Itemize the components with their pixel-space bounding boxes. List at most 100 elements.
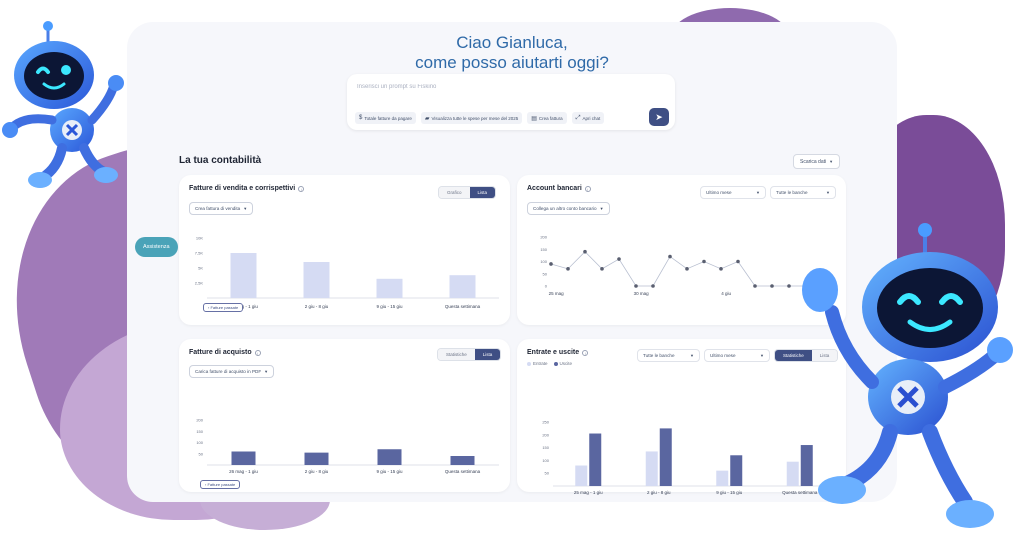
bar-uscite [730, 455, 743, 486]
y-tick-label: 50 [543, 271, 548, 276]
y-tick-label: 150 [196, 429, 203, 434]
y-tick-label: 50 [545, 471, 550, 476]
section-title: La tua contabilità [179, 155, 262, 166]
assistance-button[interactable]: Assistenza [135, 237, 178, 257]
data-point [617, 257, 621, 261]
x-tick-label: Questa settimana [445, 469, 481, 474]
info-icon[interactable]: i [582, 349, 589, 356]
cashflow-chart: 250 200 150 100 50 25 mag - 1 giu 2 giu - 8 gi… [523, 417, 838, 497]
y-tick-label: 200 [540, 235, 547, 240]
card-title-text: Fatture di acquisto [189, 349, 252, 356]
chart-svg: 10K 7,5K 5K 2,5K 26 mag - 1 giu 2 giu - 8 giu… [195, 236, 499, 309]
data-point [685, 267, 689, 271]
info-icon[interactable]: i [254, 349, 261, 356]
x-tick-label: 9 giu - 15 giu [376, 469, 403, 474]
toggle-chart[interactable]: Grafico [439, 187, 470, 198]
bar-uscite [589, 433, 602, 486]
bar [449, 275, 476, 298]
y-tick-label: 5K [198, 266, 203, 271]
bar-entrate [786, 461, 799, 486]
chip-open-chat[interactable]: ⤢ Apri chat [571, 112, 605, 124]
chart-svg: 250 200 150 100 50 25 mag - 1 giu 2 giu - 8 gi… [542, 420, 835, 495]
chip-label: Visualizza tutte le spese per mese del 2… [431, 115, 519, 121]
data-point [770, 284, 774, 288]
bar-entrate [575, 465, 588, 486]
toggle-list[interactable]: Lista [811, 350, 838, 361]
upload-purchase-pdf-dropdown[interactable]: Carica fatture di acquisto in PDF ▼ [189, 365, 275, 378]
chip-label: Totale fatture da pagare [364, 115, 412, 121]
toggle-stats[interactable]: Statistiche [775, 350, 812, 361]
chip-create-invoice[interactable]: ▤ Crea fattura [527, 112, 567, 124]
send-button[interactable]: ➤ [649, 108, 669, 126]
bar-entrate [716, 470, 729, 486]
filter-label: Tutte le banche [643, 353, 675, 358]
card-title: Fatture di vendita e corrispettivi i [189, 185, 305, 192]
legend-dot [553, 361, 558, 366]
bar [377, 449, 402, 465]
chip-unpaid-invoices[interactable]: $ Totale fatture da pagare [355, 112, 416, 124]
x-tick-label: 9 giu - 15 giu [376, 304, 403, 309]
connect-bank-dropdown[interactable]: Collega un altro conto bancario ▼ [527, 202, 610, 215]
x-tick-label: 25 mag [549, 291, 565, 296]
bank-filter[interactable]: Tutte le banche ▼ [637, 349, 700, 362]
chip-monthly-expenses[interactable]: ▰ Visualizza tutte le spese per mese del… [420, 112, 523, 124]
sales-invoices-card: Fatture di vendita e corrispettivi i Gra… [179, 175, 510, 325]
view-toggle: Statistiche Lista [437, 348, 502, 361]
past-invoices-button[interactable]: ‹ Fatture passate [203, 303, 244, 312]
chart-legend: Entrate Uscite [527, 361, 572, 366]
bank-filter[interactable]: Tutte le banche ▼ [770, 186, 836, 199]
chevron-down-icon: ▼ [243, 206, 248, 211]
data-point [549, 262, 553, 266]
robot-mascot-left [2, 21, 124, 188]
y-tick-label: 10K [196, 236, 203, 241]
suggestion-chips: $ Totale fatture da pagare ▰ Visualizza … [355, 112, 605, 124]
toggle-list[interactable]: Lista [474, 349, 501, 360]
chevron-down-icon: ▼ [826, 190, 830, 195]
period-filter[interactable]: Ultimo mese ▼ [704, 349, 770, 362]
download-label: Scarica dati [800, 158, 827, 165]
dropdown-label: Carica fatture di acquisto in PDF [195, 369, 262, 374]
past-invoices-button[interactable]: ‹ Fatture passate [200, 480, 241, 489]
purchases-chart: 200 150 100 50 26 mag - 1 giu 2 giu - 8 giu 9 … [187, 413, 502, 475]
y-tick-label: 200 [196, 418, 203, 423]
download-data-dropdown[interactable]: Scarica dati ▼ [793, 154, 841, 169]
robot-mascot-right [802, 223, 1013, 528]
filter-label: Ultimo mese [706, 190, 732, 195]
view-toggle: Grafico Lista [438, 186, 497, 199]
chip-label: Crea fattura [538, 115, 563, 121]
data-point [600, 267, 604, 271]
prompt-input[interactable] [357, 80, 607, 94]
bar [230, 253, 257, 298]
bar-uscite [659, 428, 672, 486]
y-tick-label: 100 [542, 458, 549, 463]
period-filter[interactable]: Ultimo mese ▼ [700, 186, 766, 199]
bar-uscite [800, 445, 813, 486]
x-tick-label: 4 giu [721, 291, 731, 296]
toggle-list[interactable]: Lista [469, 187, 496, 198]
data-point [719, 267, 723, 271]
greeting-subtitle: come posso aiutarti oggi? [415, 53, 609, 72]
info-icon[interactable]: i [298, 185, 305, 192]
card-title-text: Account bancari [527, 185, 582, 192]
dropdown-label: Collega un altro conto bancario [533, 206, 597, 211]
x-tick-label: 2 giu - 8 giu [305, 469, 329, 474]
data-point [566, 267, 570, 271]
bar [376, 278, 403, 298]
x-tick-label: Questa settimana [445, 304, 481, 309]
folder-icon: ▰ [424, 115, 430, 122]
purchase-invoices-card: Fatture di acquisto i Statistiche Lista … [179, 339, 510, 492]
data-point [753, 284, 757, 288]
chevron-down-icon: ▼ [756, 190, 760, 195]
bar [450, 456, 475, 465]
create-sales-invoice-dropdown[interactable]: Crea fattura di vendita ▼ [189, 202, 254, 215]
filter-label: Ultimo mese [710, 353, 736, 358]
chevron-down-icon: ▼ [829, 159, 834, 164]
dropdown-label: Crea fattura di vendita [195, 206, 241, 211]
greeting-title: Ciao Gianluca, [456, 33, 568, 52]
prompt-box: $ Totale fatture da pagare ▰ Visualizza … [347, 74, 675, 130]
card-title-text: Entrate e uscite [527, 349, 580, 356]
x-tick-label: 9 giu - 15 giu [716, 490, 743, 495]
info-icon[interactable]: i [584, 185, 591, 192]
toggle-stats[interactable]: Statistiche [438, 349, 475, 360]
